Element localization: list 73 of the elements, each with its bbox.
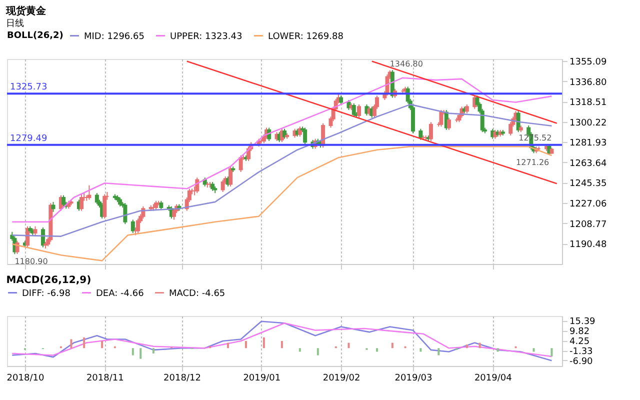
y-tick-label: 1318.51 <box>570 98 607 108</box>
bar <box>348 342 350 348</box>
y-tick-label: 4.25 <box>570 337 590 348</box>
candlestick <box>220 179 225 192</box>
bar <box>438 348 440 356</box>
annotation: 1180.90 <box>14 257 48 266</box>
candlestick <box>282 128 286 140</box>
y-tick-label: 1336.80 <box>570 78 607 88</box>
legend-title: BOLL(26,2) <box>7 31 64 41</box>
annotation: 1271.26 <box>516 158 550 168</box>
bar <box>298 348 301 352</box>
bar <box>152 348 154 354</box>
y-tick-label: 1355.09 <box>570 58 607 68</box>
y-tick-label: -1.33 <box>570 347 593 358</box>
y-tick-label: 1281.93 <box>570 138 607 149</box>
bar <box>376 348 378 352</box>
x-tick-label: 2019/03 <box>394 374 432 384</box>
x-tick-label: 2018/10 <box>6 374 44 384</box>
chart-title: MACD(26,12,9) <box>6 275 92 286</box>
bar <box>316 348 319 356</box>
candlestick <box>51 201 56 212</box>
y-tick-label: 1245.35 <box>570 179 607 190</box>
bar <box>466 344 468 348</box>
candlestick <box>136 218 140 234</box>
candlestick <box>123 202 128 225</box>
legend-label: DEA: -4.66 <box>96 288 144 299</box>
y-tick-label: 1227.06 <box>570 199 607 210</box>
x-tick-label: 2018/12 <box>164 374 201 384</box>
bar <box>140 348 142 359</box>
candlestick <box>15 240 20 255</box>
legend-label: LOWER: 1269.88 <box>268 32 344 42</box>
y-tick-label: 9.82 <box>570 327 590 338</box>
bar <box>262 337 265 348</box>
y-tick-label: 1263.64 <box>570 158 607 169</box>
bar <box>391 342 394 348</box>
candlestick <box>303 127 308 145</box>
x-tick-label: 2019/01 <box>243 374 281 384</box>
bar <box>226 342 229 348</box>
bar <box>132 348 134 356</box>
candlestick <box>172 208 176 220</box>
bar <box>244 341 247 348</box>
bar <box>70 339 72 348</box>
legend-label: MID: 1296.65 <box>84 32 144 42</box>
x-tick-label: 2018/11 <box>86 374 124 384</box>
chart-subtitle: 日线 <box>6 18 24 29</box>
bar <box>550 348 553 356</box>
bar <box>478 342 481 348</box>
candlestick <box>94 192 99 205</box>
y-tick-label: 1190.48 <box>570 240 607 250</box>
bar <box>280 341 283 348</box>
legend-label: MACD: -4.65 <box>169 288 226 299</box>
y-tick-label: 1208.77 <box>570 220 607 230</box>
chart-title: 现货黄金 <box>5 5 47 17</box>
candlestick <box>130 219 135 234</box>
line-series <box>11 77 552 223</box>
x-tick-label: 2019/04 <box>474 374 512 384</box>
legend-label: UPPER: 1323.43 <box>170 32 242 42</box>
candlestick <box>62 194 66 207</box>
candlestick <box>446 117 451 130</box>
legend-label: DIFF: -6.98 <box>22 288 71 299</box>
annotation: 1346.80 <box>390 59 423 68</box>
bar <box>496 348 499 352</box>
ref-line-label: 1279.49 <box>10 134 48 144</box>
ref-line-label: 1325.73 <box>10 82 48 93</box>
bar <box>101 341 104 348</box>
bar <box>83 337 86 348</box>
bar <box>532 348 535 352</box>
candlestick <box>357 104 362 118</box>
y-tick-label: 15.39 <box>570 317 596 328</box>
y-tick-label: -6.90 <box>570 356 594 367</box>
y-tick-label: 1300.22 <box>570 118 607 128</box>
bar <box>420 348 422 352</box>
x-tick-label: 2019/02 <box>322 374 360 384</box>
